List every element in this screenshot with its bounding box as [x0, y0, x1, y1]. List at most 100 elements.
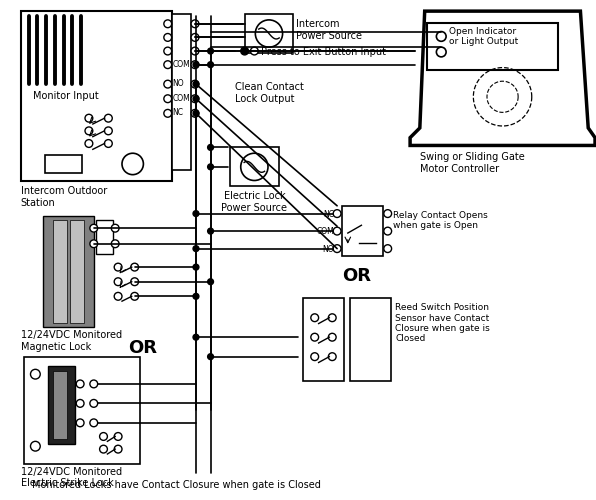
Circle shape — [333, 210, 341, 218]
Circle shape — [90, 380, 98, 388]
Text: COM: COM — [316, 227, 334, 236]
Bar — [342, 206, 383, 256]
Text: COM: COM — [173, 94, 190, 103]
Circle shape — [250, 47, 258, 55]
Bar — [45, 155, 82, 172]
Bar — [427, 23, 558, 70]
Bar — [96, 220, 113, 254]
Circle shape — [328, 334, 336, 341]
Circle shape — [114, 292, 122, 300]
Circle shape — [384, 244, 392, 252]
Bar — [53, 372, 67, 440]
Circle shape — [207, 279, 213, 284]
Circle shape — [114, 263, 122, 271]
Text: NC: NC — [323, 210, 334, 218]
Text: Monitored Locks have Contact Closure when gate is Closed: Monitored Locks have Contact Closure whe… — [32, 480, 321, 490]
Text: Reed Switch Position
Sensor have Contact
Closure when gate is
Closed: Reed Switch Position Sensor have Contact… — [396, 303, 491, 344]
Circle shape — [164, 47, 172, 55]
Circle shape — [131, 292, 138, 300]
Circle shape — [191, 20, 199, 28]
Circle shape — [333, 244, 341, 252]
Circle shape — [30, 370, 41, 379]
Circle shape — [193, 294, 199, 299]
Circle shape — [114, 445, 122, 453]
Circle shape — [90, 419, 98, 426]
Circle shape — [76, 400, 84, 407]
Circle shape — [76, 380, 84, 388]
Circle shape — [131, 263, 138, 271]
Text: Intercom
Power Source: Intercom Power Source — [296, 19, 362, 40]
Text: NO: NO — [173, 80, 184, 88]
Circle shape — [164, 34, 172, 42]
Text: Clean Contact
Lock Output: Clean Contact Lock Output — [235, 82, 304, 104]
Circle shape — [104, 140, 112, 147]
Bar — [244, 14, 293, 53]
Circle shape — [191, 95, 199, 102]
Bar — [350, 298, 390, 381]
Circle shape — [164, 20, 172, 28]
Circle shape — [241, 153, 268, 180]
Circle shape — [384, 227, 392, 235]
Circle shape — [90, 400, 98, 407]
Text: Swing or Sliding Gate
Motor Controller: Swing or Sliding Gate Motor Controller — [420, 152, 524, 174]
Circle shape — [111, 224, 119, 232]
Circle shape — [100, 432, 107, 440]
Circle shape — [193, 246, 199, 252]
Circle shape — [90, 240, 98, 248]
Circle shape — [114, 278, 122, 285]
Circle shape — [311, 334, 319, 341]
Circle shape — [85, 127, 93, 134]
Circle shape — [100, 445, 107, 453]
Circle shape — [193, 334, 199, 340]
Circle shape — [85, 114, 93, 122]
Circle shape — [193, 110, 199, 116]
Circle shape — [207, 62, 213, 68]
Circle shape — [191, 80, 199, 88]
Text: Electric Lock
Power Source: Electric Lock Power Source — [221, 191, 287, 213]
Circle shape — [311, 314, 319, 322]
Circle shape — [207, 48, 213, 54]
Circle shape — [328, 353, 336, 360]
Bar — [303, 298, 344, 381]
Bar — [172, 14, 191, 170]
Circle shape — [114, 432, 122, 440]
Circle shape — [207, 228, 213, 234]
Text: COM: COM — [173, 60, 190, 69]
Circle shape — [333, 227, 341, 235]
Circle shape — [122, 153, 144, 174]
Circle shape — [104, 127, 112, 134]
Bar — [53, 220, 67, 322]
Text: OR: OR — [128, 339, 157, 357]
Text: Intercom Outdoor
Station: Intercom Outdoor Station — [21, 186, 107, 208]
Bar — [48, 366, 75, 444]
Circle shape — [436, 32, 446, 42]
Circle shape — [131, 278, 138, 285]
Circle shape — [30, 442, 41, 451]
Circle shape — [207, 164, 213, 170]
Bar — [70, 220, 84, 322]
Text: 12/24VDC Monitored
Electric Strike Lock: 12/24VDC Monitored Electric Strike Lock — [21, 466, 122, 488]
Circle shape — [191, 34, 199, 42]
Circle shape — [191, 110, 199, 117]
Circle shape — [76, 419, 84, 426]
Circle shape — [255, 20, 283, 47]
Circle shape — [241, 47, 249, 55]
Text: NO: NO — [322, 244, 334, 254]
Circle shape — [193, 96, 199, 102]
Bar — [230, 148, 279, 186]
Circle shape — [207, 144, 213, 150]
Circle shape — [191, 47, 199, 55]
Circle shape — [193, 210, 199, 216]
Circle shape — [90, 224, 98, 232]
Circle shape — [104, 114, 112, 122]
Circle shape — [193, 81, 199, 87]
Text: Monitor Input: Monitor Input — [33, 91, 99, 101]
Circle shape — [384, 210, 392, 218]
Bar — [21, 11, 172, 181]
Circle shape — [436, 47, 446, 57]
Circle shape — [164, 61, 172, 68]
Text: Relay Contact Opens
when gate is Open: Relay Contact Opens when gate is Open — [393, 210, 488, 230]
Circle shape — [111, 240, 119, 248]
Circle shape — [193, 62, 199, 68]
Text: Press to Exit Button Input: Press to Exit Button Input — [261, 47, 386, 57]
